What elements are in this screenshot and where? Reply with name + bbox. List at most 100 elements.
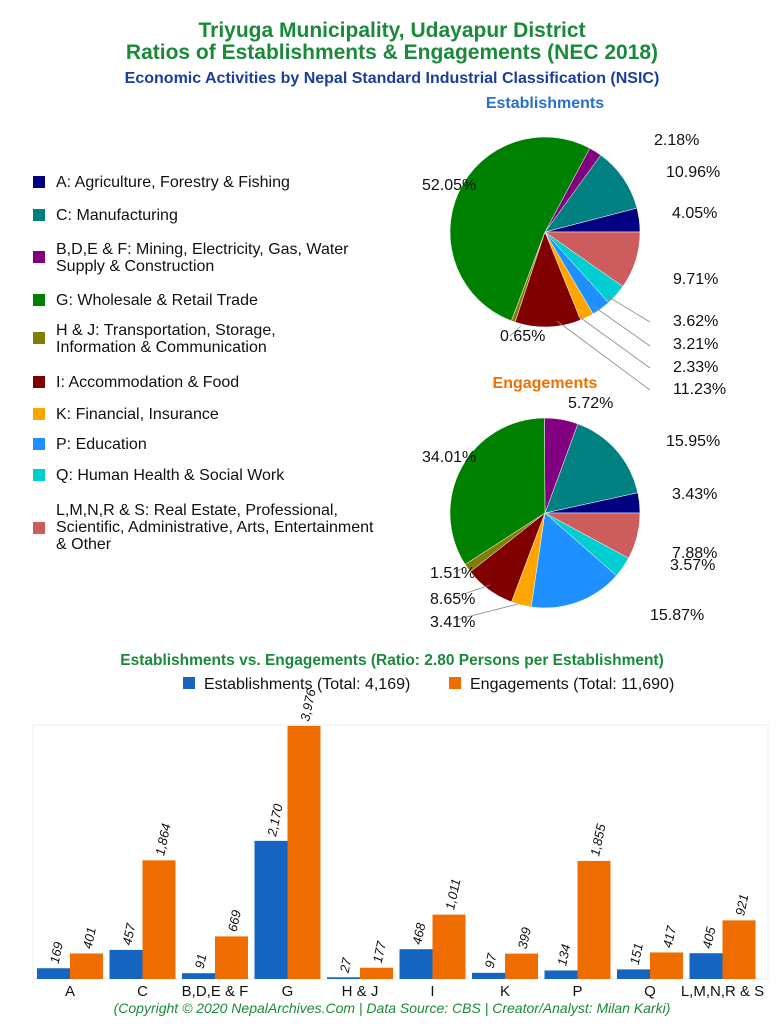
bar-data-label: 1,011 bbox=[442, 877, 463, 911]
bar-data-label: 151 bbox=[627, 942, 646, 966]
bar bbox=[472, 972, 505, 979]
x-tick-label: L,M,N,R & S bbox=[681, 983, 764, 1000]
bar-chart-title: Establishments vs. Engagements (Ratio: 2… bbox=[120, 652, 664, 669]
legend-swatch bbox=[33, 209, 45, 221]
bar bbox=[577, 860, 611, 979]
pie-slice bbox=[544, 512, 641, 559]
pie-data-label: 11.23% bbox=[673, 381, 726, 398]
x-tick-label: I bbox=[430, 983, 434, 1000]
leader-line bbox=[556, 320, 651, 391]
legend-swatch bbox=[33, 332, 45, 344]
bar-data-label: 405 bbox=[699, 925, 718, 950]
x-tick-label: P bbox=[572, 983, 582, 1000]
pie-slice bbox=[544, 231, 641, 287]
pie-slice bbox=[544, 423, 639, 514]
bar-legend-swatch bbox=[183, 677, 195, 689]
bar-legend-swatch bbox=[449, 677, 461, 689]
pie-data-label: 3.62% bbox=[673, 313, 718, 330]
bar-data-label: 169 bbox=[47, 941, 66, 965]
legend-label: G: Wholesale & Retail Trade bbox=[56, 292, 258, 309]
legend-swatch bbox=[33, 522, 45, 534]
bar-data-label: 669 bbox=[225, 909, 244, 933]
legend-label: I: Accommodation & Food bbox=[56, 374, 240, 391]
bar-data-label: 399 bbox=[515, 926, 534, 950]
bar bbox=[650, 952, 683, 979]
legend-label: A: Agriculture, Forestry & Fishing bbox=[56, 174, 290, 191]
bar bbox=[182, 973, 215, 979]
title-line-1: Triyuga Municipality, Udayapur District bbox=[198, 19, 586, 42]
pie-data-label: 3.43% bbox=[672, 486, 717, 503]
bar-data-label: 457 bbox=[119, 921, 138, 946]
pie-data-label: 2.33% bbox=[673, 359, 718, 376]
pie-chart-engagements: Engagements 3.43% 15.95% 5.72% 34.01% 1.51% 8.… bbox=[422, 375, 720, 631]
x-tick-label: B,D,E & F bbox=[182, 983, 249, 1000]
x-tick-label: G bbox=[282, 983, 294, 1000]
bar-chart: Establishments vs. Engagements (Ratio: 2… bbox=[32, 652, 769, 1000]
pie-data-label: 52.05% bbox=[422, 177, 476, 194]
x-tick-label: C bbox=[137, 983, 148, 1000]
bar-legend-label: Engagements (Total: 11,690) bbox=[470, 676, 674, 693]
pie-data-label: 3.57% bbox=[670, 557, 715, 574]
bar-data-label: 91 bbox=[192, 953, 210, 970]
bar bbox=[360, 967, 393, 979]
x-tick-label: K bbox=[500, 983, 510, 1000]
bar bbox=[505, 953, 538, 979]
pie-data-label: 3.21% bbox=[673, 336, 718, 353]
pie-data-label: 2.18% bbox=[654, 132, 699, 149]
legend-label: K: Financial, Insurance bbox=[56, 406, 219, 423]
legend-label: Q: Human Health & Social Work bbox=[56, 467, 285, 484]
bar-data-label: 921 bbox=[732, 893, 751, 917]
bar bbox=[432, 914, 466, 979]
bar-data-label: 417 bbox=[660, 924, 679, 949]
bar bbox=[215, 936, 248, 979]
legend-swatch bbox=[33, 176, 45, 188]
legend-swatch bbox=[33, 469, 45, 481]
x-tick-label: Q bbox=[644, 983, 656, 1000]
bar-data-label: 134 bbox=[554, 943, 573, 967]
leader-line bbox=[606, 295, 651, 323]
bar bbox=[70, 953, 103, 979]
leader-line bbox=[454, 566, 466, 573]
pie-data-label: 15.87% bbox=[650, 607, 704, 624]
title-line-2: Ratios of Establishments & Engagements (… bbox=[125, 41, 659, 64]
legend-label: P: Education bbox=[56, 436, 147, 453]
legend-swatch bbox=[33, 438, 45, 450]
pie-slice bbox=[530, 512, 617, 609]
pie-slice bbox=[514, 231, 582, 328]
pie-data-label: 15.95% bbox=[666, 433, 720, 450]
legend-swatch bbox=[33, 408, 45, 420]
bar bbox=[254, 840, 288, 979]
bar bbox=[37, 968, 70, 979]
pie-data-label: 5.72% bbox=[568, 395, 613, 412]
subtitle: Economic Activities by Nepal Standard In… bbox=[124, 70, 660, 87]
pie-data-label: 9.71% bbox=[673, 271, 718, 288]
bar-data-label: 1,855 bbox=[587, 822, 609, 858]
pie-slice bbox=[449, 417, 546, 565]
legend-label: H & J: Transportation, Storage, Informat… bbox=[56, 322, 276, 356]
bar bbox=[689, 953, 723, 979]
bar-data-label: 2,170 bbox=[264, 802, 286, 839]
legend-swatch bbox=[33, 294, 45, 306]
bar-data-label: 401 bbox=[80, 926, 99, 950]
pie-data-label: 10.96% bbox=[666, 164, 720, 181]
bar-data-label: 468 bbox=[409, 921, 428, 946]
bar-data-label: 27 bbox=[337, 956, 355, 975]
leader-line bbox=[454, 603, 519, 621]
bar bbox=[617, 969, 650, 979]
pie-data-label: 3.41% bbox=[430, 614, 475, 631]
legend-label: B,D,E & F: Mining, Electricity, Gas, Wat… bbox=[56, 241, 349, 275]
leader-line bbox=[509, 325, 522, 337]
pie-slice bbox=[449, 136, 591, 322]
legend-swatch bbox=[33, 251, 45, 263]
legend-label: C: Manufacturing bbox=[56, 207, 178, 224]
legend-swatch bbox=[33, 376, 45, 388]
leader-line bbox=[454, 584, 491, 598]
leader-line bbox=[577, 315, 651, 369]
pie-title: Engagements bbox=[493, 375, 598, 392]
pie-chart-establishments: Establishments 4.05% 10.96% 2.18% 52.05% 0.65… bbox=[422, 95, 726, 398]
bar bbox=[399, 949, 433, 979]
pie-data-label: 1.51% bbox=[430, 565, 475, 582]
bar bbox=[287, 725, 321, 979]
